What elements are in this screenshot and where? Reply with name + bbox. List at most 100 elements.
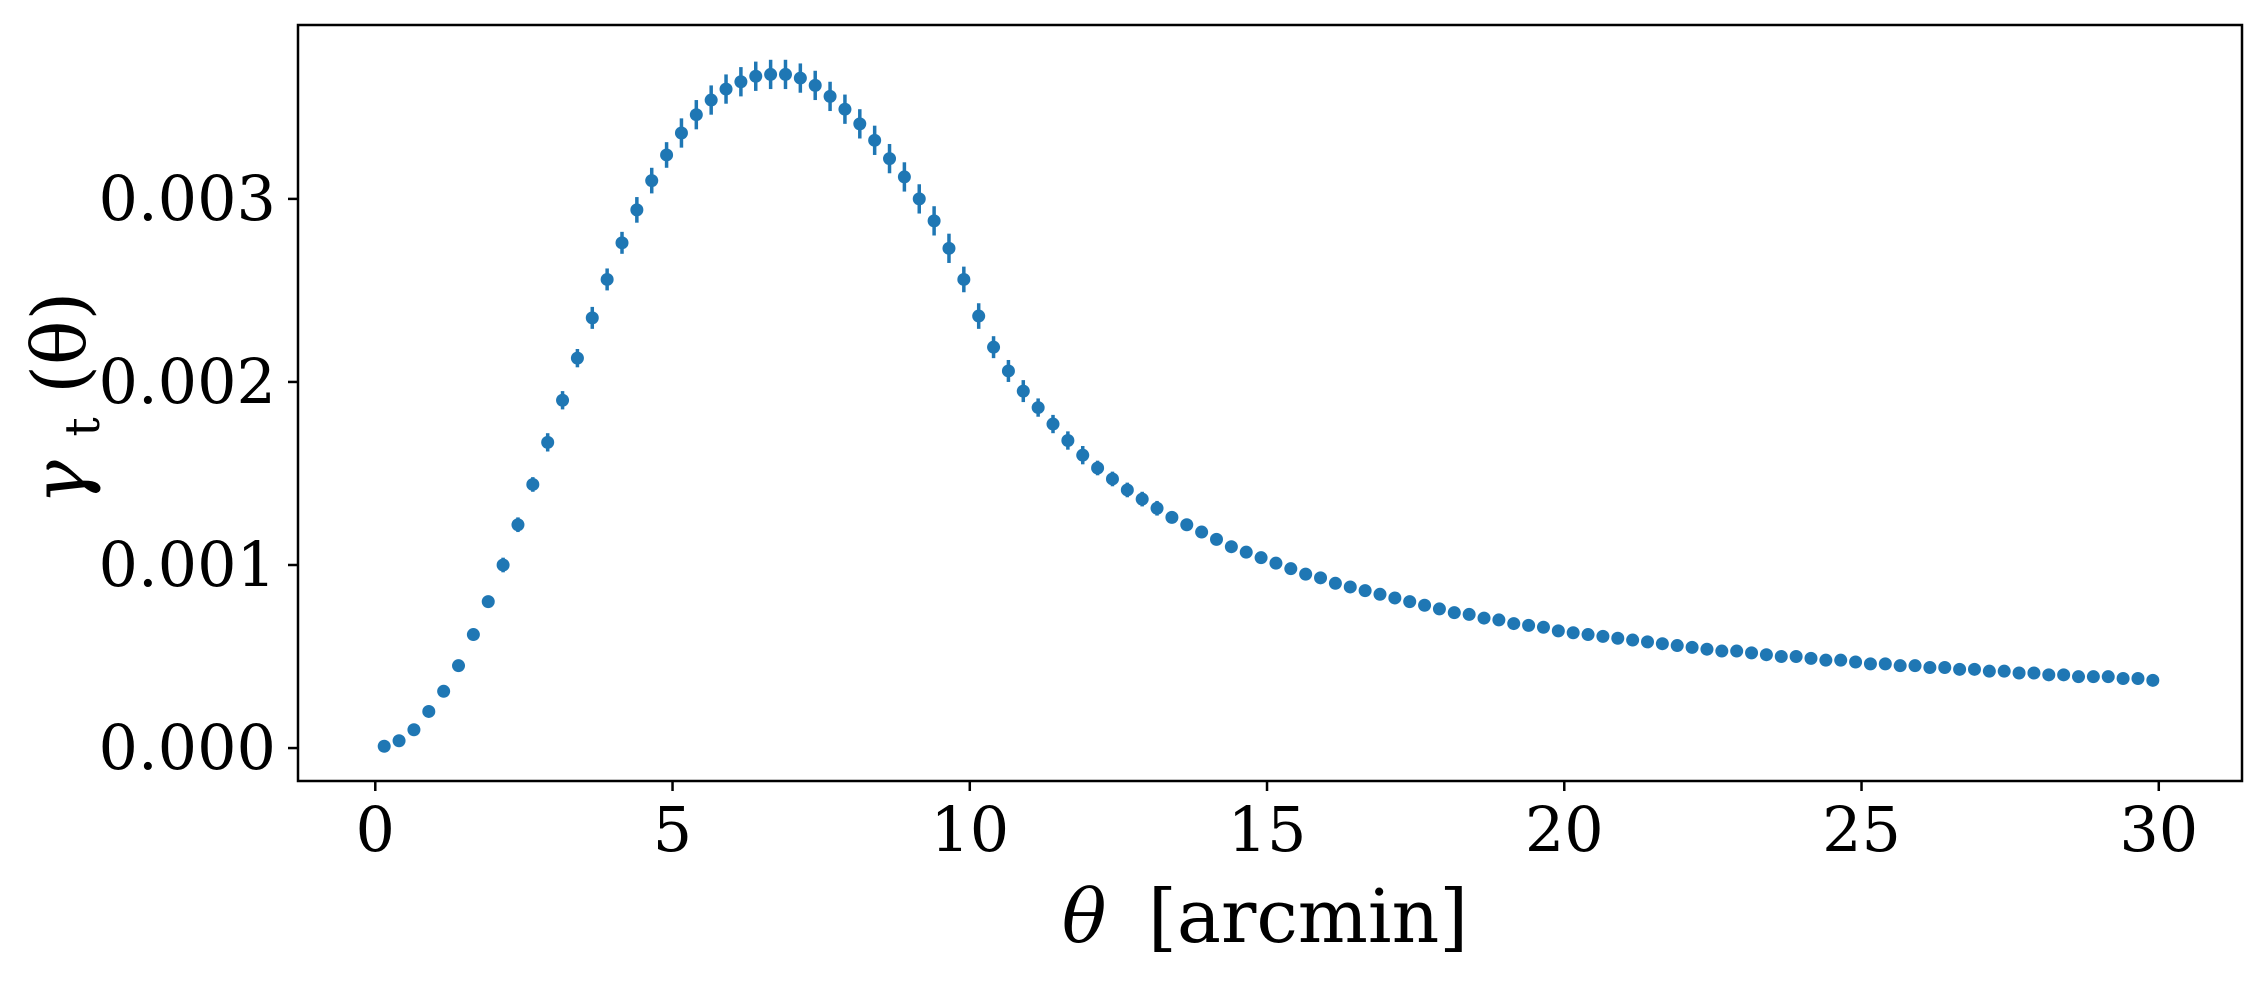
marker: [541, 435, 555, 449]
marker: [793, 71, 807, 85]
data-point: [511, 517, 525, 533]
y-tick-label: 0.002: [99, 345, 277, 418]
data-point: [1507, 617, 1521, 631]
marker: [1596, 629, 1610, 643]
data-point: [1180, 518, 1194, 532]
marker: [2086, 670, 2100, 684]
marker: [1804, 651, 1818, 665]
data-point: [466, 628, 480, 642]
marker: [1953, 662, 1967, 676]
data-point: [2101, 670, 2115, 684]
marker: [1061, 434, 1075, 448]
marker: [600, 272, 614, 286]
marker: [957, 272, 971, 286]
data-point: [1967, 662, 1981, 676]
marker: [1001, 364, 1015, 378]
data-point: [1730, 644, 1744, 658]
data-point: [1893, 659, 1907, 673]
marker: [1908, 659, 1922, 673]
marker: [496, 558, 510, 572]
marker: [1670, 639, 1684, 653]
data-point: [496, 557, 510, 573]
data-point: [1314, 571, 1328, 585]
data-point: [2042, 668, 2056, 682]
marker: [1284, 562, 1298, 576]
data-point: [1715, 644, 1729, 658]
marker: [1923, 661, 1937, 675]
x-tick-label: 20: [1525, 793, 1604, 866]
marker: [972, 309, 986, 323]
marker: [1447, 606, 1461, 620]
data-point: [1477, 611, 1491, 625]
marker: [392, 734, 406, 748]
marker: [1566, 626, 1580, 640]
data-point: [719, 74, 733, 104]
marker: [1997, 664, 2011, 678]
y-axis-subscript: t: [55, 417, 111, 436]
marker: [437, 684, 451, 698]
marker: [1432, 602, 1446, 616]
marker: [1715, 644, 1729, 658]
marker: [1299, 567, 1313, 581]
marker: [1150, 501, 1164, 515]
marker: [689, 108, 703, 122]
marker: [526, 477, 540, 491]
x-axis: 0 5 10 15 20 25 30: [356, 781, 2198, 866]
marker: [868, 133, 882, 147]
marker: [615, 236, 629, 250]
data-point: [526, 477, 540, 492]
plot-area-frame: [296, 23, 2244, 783]
marker: [1551, 624, 1565, 638]
data-point: [1819, 653, 1833, 667]
data-point: [377, 739, 391, 753]
marker: [2012, 666, 2026, 680]
data-point: [1700, 642, 1714, 656]
x-axis-symbol: θ: [1062, 874, 1107, 960]
data-point: [1001, 359, 1015, 382]
data-point: [437, 684, 451, 698]
data-point: [1284, 562, 1298, 576]
marker: [1730, 644, 1744, 658]
data-point: [1655, 637, 1669, 651]
marker: [1982, 664, 1996, 678]
marker: [764, 67, 778, 81]
data-point: [1105, 471, 1119, 487]
marker: [2101, 670, 2115, 684]
marker: [1046, 417, 1060, 431]
marker: [422, 704, 436, 718]
marker: [1938, 661, 1952, 675]
x-tick-label: 25: [1822, 793, 1901, 866]
marker: [823, 89, 837, 103]
data-point: [2131, 671, 2145, 685]
data-point: [838, 94, 852, 124]
data-point: [1239, 545, 1253, 559]
y-axis-symbol: γ: [17, 459, 103, 504]
marker: [1611, 631, 1625, 645]
marker: [377, 739, 391, 753]
data-point: [1685, 640, 1699, 654]
marker: [1016, 384, 1030, 398]
marker: [883, 152, 897, 166]
marker: [556, 393, 570, 407]
data-point: [853, 109, 867, 139]
marker: [1328, 576, 1342, 590]
data-point: [1551, 624, 1565, 638]
marker: [1536, 620, 1550, 634]
data-point: [2116, 671, 2130, 685]
data-point: [1492, 613, 1506, 627]
data-point: [868, 125, 882, 155]
marker: [1759, 648, 1773, 662]
data-point: [1953, 662, 1967, 676]
data-point: [1031, 398, 1045, 417]
data-point: [674, 118, 688, 148]
data-point: [1863, 657, 1877, 671]
data-point: [1908, 659, 1922, 673]
data-point: [1061, 431, 1075, 450]
x-tick-label: 5: [653, 793, 692, 866]
data-point: [1046, 414, 1060, 434]
marker: [1581, 628, 1595, 642]
data-point: [778, 59, 792, 90]
marker: [630, 203, 644, 217]
data-point: [556, 391, 570, 410]
data-point: [1670, 639, 1684, 653]
